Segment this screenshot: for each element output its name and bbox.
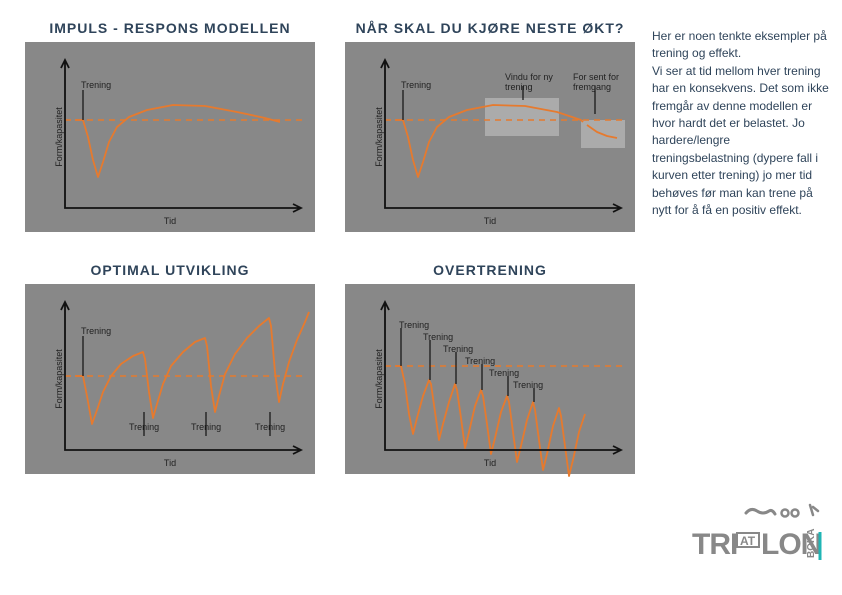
x-axis-label: Tid bbox=[164, 216, 176, 226]
panel-3: OVERTRENINGTreningTreningTreningTreningT… bbox=[340, 262, 640, 474]
chart-annotation: Trening bbox=[443, 344, 473, 354]
panel-2: OPTIMAL UTVIKLINGTreningTreningTreningTr… bbox=[20, 262, 320, 474]
x-axis-label: Tid bbox=[484, 216, 496, 226]
y-axis-label: Form/kapasitet bbox=[54, 349, 64, 409]
chart: Trening Vindu for nytrening For sent forfr… bbox=[345, 42, 635, 232]
panel-0: IMPULS - RESPONS MODELLEN Trening Form/kap… bbox=[20, 20, 320, 232]
y-axis-label: Form/kapasitet bbox=[54, 107, 64, 167]
logo-at: AT bbox=[740, 534, 756, 548]
chart-annotation: Vindu for ny bbox=[505, 72, 553, 82]
chart-annotation: Trening bbox=[513, 380, 543, 390]
x-axis-label: Tid bbox=[164, 458, 176, 468]
chart-annotation: Trening bbox=[191, 422, 221, 432]
y-axis-label: Form/kapasitet bbox=[374, 107, 384, 167]
charts-grid: IMPULS - RESPONS MODELLEN Trening Form/kap… bbox=[20, 20, 640, 474]
chart-annotation: trening bbox=[505, 82, 533, 92]
chart-annotation: Trening bbox=[81, 80, 111, 90]
chart-annotation: Trening bbox=[489, 368, 519, 378]
x-axis-label: Tid bbox=[484, 458, 496, 468]
panel-title: IMPULS - RESPONS MODELLEN bbox=[49, 20, 290, 36]
chart-annotation: Trening bbox=[423, 332, 453, 342]
chart-annotation: For sent for bbox=[573, 72, 619, 82]
panel-1: NÅR SKAL DU KJØRE NESTE ØKT? Trening Vindu… bbox=[340, 20, 640, 232]
chart-annotation: fremgang bbox=[573, 82, 611, 92]
chart: Trening Trening Trening Trening Trening Treni… bbox=[345, 284, 635, 474]
chart-annotation: Trening bbox=[465, 356, 495, 366]
logo-boka: BOKA bbox=[806, 529, 817, 558]
logo-tri: TRI bbox=[692, 528, 737, 561]
chart: Trening Trening Trening Trening Form/kapasit… bbox=[25, 284, 315, 474]
chart: Trening Form/kapasitet Tid bbox=[25, 42, 315, 232]
panel-title: OPTIMAL UTVIKLING bbox=[90, 262, 249, 278]
chart-annotation: Trening bbox=[399, 320, 429, 330]
chart-annotation: Trening bbox=[129, 422, 159, 432]
chart-annotation: Trening bbox=[401, 80, 431, 90]
logo: TRI AT LON BOKA bbox=[642, 502, 822, 577]
chart-annotation: Trening bbox=[81, 326, 111, 336]
chart-annotation: Trening bbox=[255, 422, 285, 432]
sidebar-text: Her er noen tenkte eksempler på trening … bbox=[652, 28, 830, 219]
y-axis-label: Form/kapasitet bbox=[374, 349, 384, 409]
panel-title: NÅR SKAL DU KJØRE NESTE ØKT? bbox=[356, 20, 625, 36]
panel-title: OVERTRENING bbox=[433, 262, 547, 278]
triathlon-icons bbox=[746, 505, 818, 517]
